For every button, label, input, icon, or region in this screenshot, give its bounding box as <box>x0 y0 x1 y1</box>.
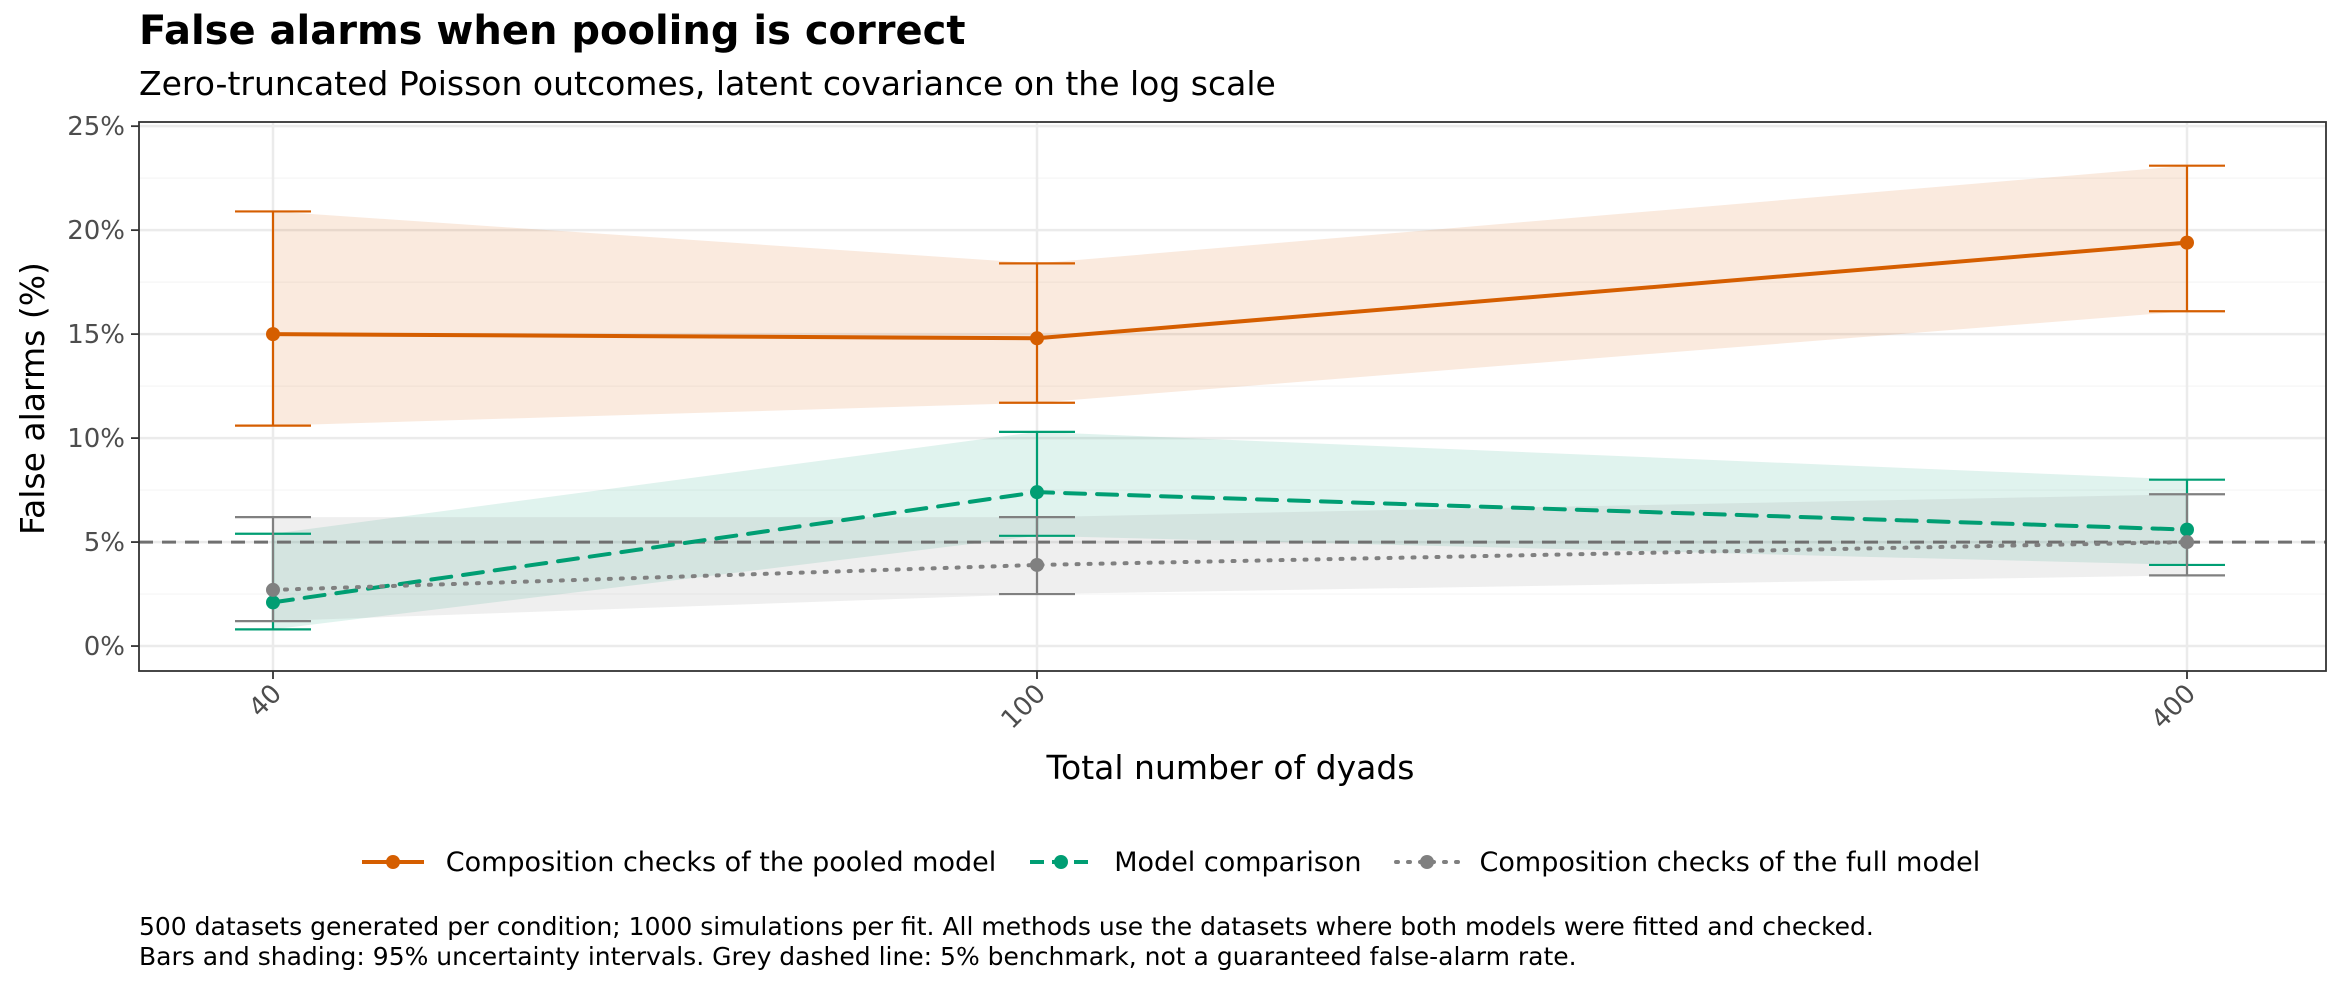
panel-border <box>138 121 2327 672</box>
legend-key-comparison <box>1030 855 1093 869</box>
chart-area: 0% 5% 10% 15% 20% 25% 40 100 400 Total number of … <box>13 112 2327 787</box>
ribbon-pooled <box>273 165 2187 426</box>
legend-item-full: Composition checks of the full model <box>1393 846 1981 878</box>
data-point-pooled <box>1030 331 1044 346</box>
y-tick-label: 15% <box>67 320 125 350</box>
x-axis-title: Total number of dyads <box>1046 748 1415 787</box>
caption-line-1: 500 datasets generated per condition; 10… <box>139 912 1874 941</box>
x-tick-label: 40 <box>243 679 288 724</box>
ribbon-full <box>273 494 2187 622</box>
legend-key-full <box>1393 855 1460 869</box>
error-bar-pooled <box>235 210 311 427</box>
caption-line-2: Bars and shading: 95% uncertainty interv… <box>139 942 1577 971</box>
data-point-comparison <box>2180 522 2194 537</box>
x-tick-label: 100 <box>996 679 1052 735</box>
y-tick-label: 20% <box>67 216 125 246</box>
x-tick-label: 400 <box>2146 679 2202 735</box>
y-tick-label: 0% <box>84 632 125 662</box>
legend-item-comparison: Model comparison <box>1028 846 1362 878</box>
legend-label-comparison: Model comparison <box>1114 846 1362 878</box>
legend-key-pooled <box>361 855 424 869</box>
plot-panel <box>139 122 2326 671</box>
legend: Composition checks of the pooled model M… <box>0 840 2340 884</box>
data-point-full <box>266 582 280 597</box>
data-point-comparison <box>266 595 280 610</box>
ribbon-comparison <box>273 431 2187 630</box>
legend-label-full: Composition checks of the full model <box>1479 846 1981 878</box>
data-point-pooled <box>2180 235 2194 250</box>
y-tick-label: 5% <box>84 528 125 558</box>
error-bar-full <box>999 516 1075 596</box>
data-point-comparison <box>1030 485 1044 500</box>
y-tick-label: 10% <box>67 424 125 454</box>
data-point-full <box>1030 557 1044 572</box>
chart-subtitle: Zero-truncated Poisson outcomes, latent … <box>139 64 1276 103</box>
series-line-full <box>271 540 2189 592</box>
chart-title: False alarms when pooling is correct <box>139 8 966 54</box>
data-point-full <box>2180 535 2194 550</box>
data-point-pooled <box>266 327 280 342</box>
legend-item-pooled: Composition checks of the pooled model <box>360 847 996 878</box>
y-tick-label: 25% <box>67 112 125 142</box>
y-axis-title: False alarms (%) <box>13 262 52 535</box>
legend-label-pooled: Composition checks of the pooled model <box>445 846 997 878</box>
